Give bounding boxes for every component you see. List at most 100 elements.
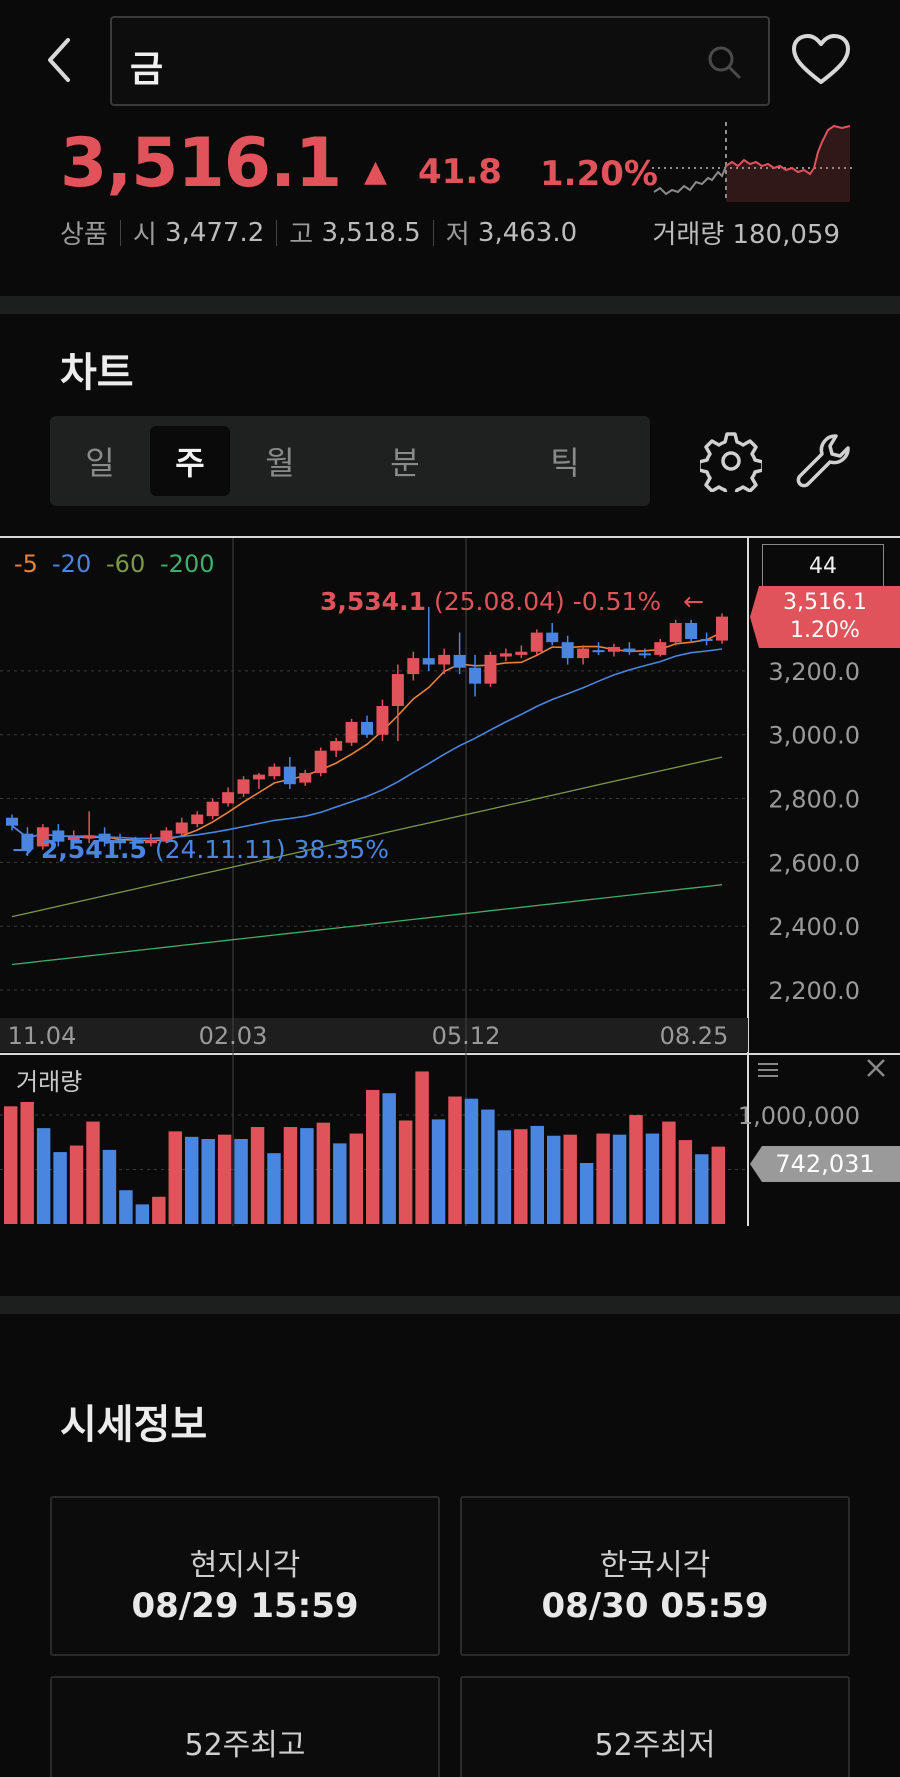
current-price-tag-value: 3,516.1 <box>783 590 867 615</box>
volume-bar <box>596 1133 610 1224</box>
volume-bar <box>563 1134 577 1224</box>
volume-bar <box>645 1133 660 1224</box>
candle-body <box>36 827 49 847</box>
chart-period-tabs: 일 주 월 분 틱 <box>50 416 650 506</box>
ma5-line <box>11 631 723 842</box>
volume-bar <box>678 1140 693 1224</box>
candle-body <box>391 674 404 706</box>
volume-bar <box>366 1089 380 1224</box>
current-price-tag: 3,516.1 1.20% <box>750 586 900 648</box>
divider <box>432 219 434 246</box>
candle-count-box[interactable]: 44 <box>762 544 884 588</box>
volume-label: 거래량 <box>652 220 725 250</box>
volume-bar <box>135 1204 150 1224</box>
open-value: 3,477.2 <box>165 217 265 248</box>
volume-panel-label: 거래량 <box>16 1068 82 1096</box>
candle-body <box>314 750 327 774</box>
candle-body <box>237 779 250 794</box>
favorite-button[interactable] <box>790 32 852 88</box>
tab-minute[interactable]: 분 <box>390 444 420 482</box>
high-label: 고 <box>289 220 314 250</box>
candle-body <box>700 638 713 641</box>
volume-bar <box>283 1127 298 1224</box>
volume-bar <box>217 1134 232 1224</box>
ma60-legend: -60 <box>106 550 145 578</box>
candle-body <box>685 623 698 639</box>
korea-time-card: 한국시각 08/30 05:59 <box>460 1496 850 1656</box>
y-tick-label: 3,000.0 <box>768 722 860 750</box>
volume-bar <box>398 1120 413 1224</box>
y-tick-label: 2,800.0 <box>768 786 860 814</box>
price-detail-row: 상품 시 3,477.2 고 3,518.5 저 3,463.0 <box>60 214 577 251</box>
card-label: 52주최저 <box>594 1728 716 1763</box>
search-icon[interactable] <box>706 44 742 80</box>
volume-bar <box>514 1129 528 1224</box>
section-divider <box>0 296 900 314</box>
candle-body <box>546 632 559 643</box>
x-tick-label: 05.12 <box>432 1022 501 1050</box>
card-value: 08/30 05:59 <box>541 1586 769 1626</box>
candle-body <box>530 632 543 652</box>
tab-week[interactable]: 주 <box>150 426 230 496</box>
volume-bar <box>579 1162 594 1224</box>
volume-bar <box>300 1128 314 1224</box>
change-amount: 41.8 <box>418 152 502 192</box>
x-tick-label: 11.04 <box>8 1022 77 1050</box>
menu-icon[interactable] <box>758 1063 778 1077</box>
candle-body <box>669 623 682 643</box>
current-price: 3,516.1 <box>60 124 342 203</box>
volume-bar <box>119 1190 133 1224</box>
y-tick-label: 2,600.0 <box>768 849 860 877</box>
candle-body <box>438 654 451 665</box>
volume-bar <box>4 1106 18 1224</box>
close-icon[interactable] <box>867 1059 885 1077</box>
y-tick-label: 2,400.0 <box>768 913 860 941</box>
candle-body <box>453 654 466 668</box>
candle-body <box>52 830 65 842</box>
volume-info: 거래량 180,059 <box>652 214 840 251</box>
volume-bar <box>185 1136 199 1224</box>
y-tick-label: 3,200.0 <box>768 658 860 686</box>
ma200-legend: -200 <box>160 550 214 578</box>
mini-sparkline-chart[interactable] <box>652 122 852 202</box>
candle-body <box>623 648 636 652</box>
volume-bar <box>201 1139 215 1224</box>
tab-month[interactable]: 월 <box>265 444 295 482</box>
volume-bar <box>250 1127 265 1224</box>
candlestick-chart[interactable]: 3,200.0 3,000.0 2,800.0 2,600.0 2,400.0 2,200… <box>0 536 900 1226</box>
search-input[interactable]: 금 <box>110 16 770 106</box>
candle-body <box>299 773 312 783</box>
chart-section-title: 차트 <box>60 350 134 396</box>
volume-bar <box>497 1130 512 1224</box>
card-label: 현지시각 <box>189 1548 301 1583</box>
wrench-icon <box>796 434 850 488</box>
chart-tools-button[interactable] <box>792 430 854 492</box>
volume-bar <box>36 1128 51 1224</box>
volume-bar <box>530 1125 544 1224</box>
open-label: 시 <box>132 220 157 250</box>
high-value: 3,518.5 <box>321 217 421 248</box>
candle-body <box>98 833 111 842</box>
volume-bar <box>349 1133 363 1224</box>
candle-body <box>83 835 96 839</box>
back-button[interactable] <box>40 34 80 86</box>
volume-bar <box>86 1121 100 1224</box>
card-value: 08/29 15:59 <box>131 1586 359 1626</box>
volume-bar <box>662 1121 676 1224</box>
candle-body <box>716 616 728 641</box>
candle-body <box>144 840 157 844</box>
volume-bar <box>415 1071 429 1224</box>
candle-body <box>191 814 204 825</box>
candle-body <box>67 836 80 841</box>
volume-bar <box>464 1098 479 1224</box>
volume-bar <box>481 1109 495 1224</box>
volume-bar <box>382 1093 396 1224</box>
candle-body <box>222 792 235 804</box>
x-tick-label: 08.25 <box>660 1022 729 1050</box>
candle-body <box>484 654 497 684</box>
tab-tick[interactable]: 틱 <box>550 444 580 482</box>
chart-settings-button[interactable] <box>697 430 765 500</box>
volume-bar <box>20 1101 34 1224</box>
tab-day[interactable]: 일 <box>85 444 115 482</box>
change-percent: 1.20% <box>540 154 658 194</box>
